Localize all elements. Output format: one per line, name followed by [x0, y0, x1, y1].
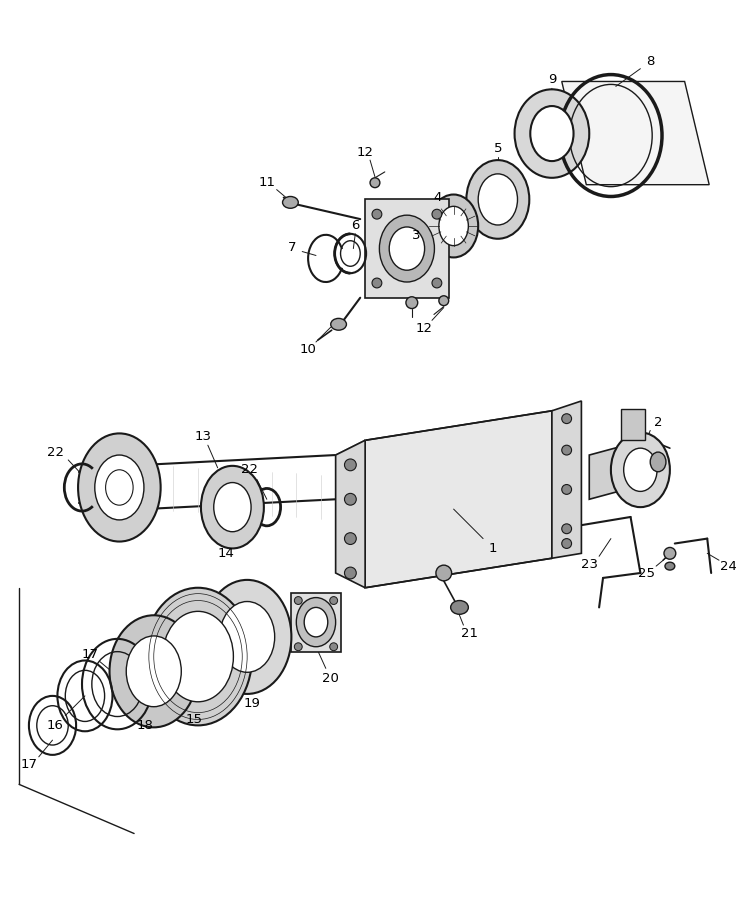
Text: 14: 14: [217, 547, 234, 560]
Ellipse shape: [344, 533, 356, 545]
Text: 6: 6: [351, 219, 359, 232]
Ellipse shape: [432, 209, 442, 219]
Ellipse shape: [304, 608, 328, 637]
Ellipse shape: [294, 597, 302, 604]
Ellipse shape: [297, 598, 336, 647]
Text: 19: 19: [244, 697, 261, 710]
Ellipse shape: [372, 209, 382, 219]
Ellipse shape: [344, 459, 356, 471]
Text: 13: 13: [194, 430, 211, 443]
Ellipse shape: [562, 414, 572, 423]
Text: 12: 12: [357, 145, 374, 159]
Bar: [291, 592, 341, 652]
Ellipse shape: [203, 579, 291, 694]
Text: 18: 18: [136, 719, 153, 732]
Bar: [620, 409, 645, 441]
Ellipse shape: [665, 562, 675, 570]
Ellipse shape: [450, 600, 468, 614]
Ellipse shape: [467, 160, 529, 239]
Ellipse shape: [201, 466, 264, 548]
Text: 22: 22: [241, 463, 258, 476]
Ellipse shape: [530, 106, 573, 161]
Text: 12: 12: [416, 322, 433, 335]
Text: 15: 15: [185, 713, 202, 726]
Text: 22: 22: [47, 446, 64, 459]
Text: 8: 8: [646, 56, 654, 69]
Ellipse shape: [127, 636, 181, 707]
Ellipse shape: [344, 567, 356, 579]
Text: 1: 1: [489, 542, 498, 555]
Ellipse shape: [664, 547, 676, 559]
Polygon shape: [365, 410, 552, 588]
Ellipse shape: [650, 452, 666, 472]
Ellipse shape: [562, 524, 572, 534]
Ellipse shape: [436, 565, 452, 581]
Ellipse shape: [623, 448, 657, 492]
Text: 5: 5: [494, 142, 502, 154]
Ellipse shape: [432, 278, 442, 288]
Ellipse shape: [213, 483, 251, 532]
Ellipse shape: [406, 297, 418, 309]
Ellipse shape: [562, 484, 572, 494]
Ellipse shape: [439, 296, 449, 305]
Text: 9: 9: [548, 73, 556, 86]
Ellipse shape: [478, 174, 517, 225]
Ellipse shape: [429, 195, 478, 258]
Ellipse shape: [379, 215, 434, 282]
Ellipse shape: [611, 432, 670, 507]
Ellipse shape: [95, 455, 144, 520]
Ellipse shape: [514, 90, 590, 178]
Text: 24: 24: [721, 559, 736, 573]
Text: 16: 16: [47, 719, 64, 732]
Polygon shape: [590, 445, 626, 499]
Ellipse shape: [330, 318, 347, 330]
Text: 7: 7: [288, 241, 297, 254]
Ellipse shape: [163, 611, 233, 702]
Text: 4: 4: [434, 191, 442, 204]
Text: 10: 10: [300, 344, 316, 356]
Text: 3: 3: [412, 229, 420, 242]
Ellipse shape: [439, 207, 468, 246]
Text: 25: 25: [638, 567, 655, 579]
Ellipse shape: [283, 197, 298, 208]
Ellipse shape: [562, 445, 572, 455]
Polygon shape: [336, 441, 365, 588]
Ellipse shape: [294, 643, 302, 651]
Ellipse shape: [110, 615, 198, 728]
Text: 11: 11: [258, 176, 275, 189]
Text: 20: 20: [322, 672, 339, 685]
Ellipse shape: [372, 278, 382, 288]
Ellipse shape: [389, 227, 425, 271]
Bar: [365, 199, 449, 298]
Ellipse shape: [219, 601, 275, 673]
Text: 21: 21: [461, 627, 478, 641]
Ellipse shape: [562, 538, 572, 548]
Ellipse shape: [330, 597, 338, 604]
Polygon shape: [552, 401, 581, 558]
Text: 17: 17: [82, 648, 99, 661]
Ellipse shape: [144, 588, 252, 726]
Ellipse shape: [370, 178, 380, 187]
Ellipse shape: [344, 494, 356, 505]
Ellipse shape: [78, 433, 160, 541]
Polygon shape: [562, 81, 710, 185]
Ellipse shape: [330, 643, 338, 651]
Text: 23: 23: [581, 558, 598, 570]
Text: 17: 17: [21, 759, 38, 771]
Text: 2: 2: [654, 416, 662, 429]
